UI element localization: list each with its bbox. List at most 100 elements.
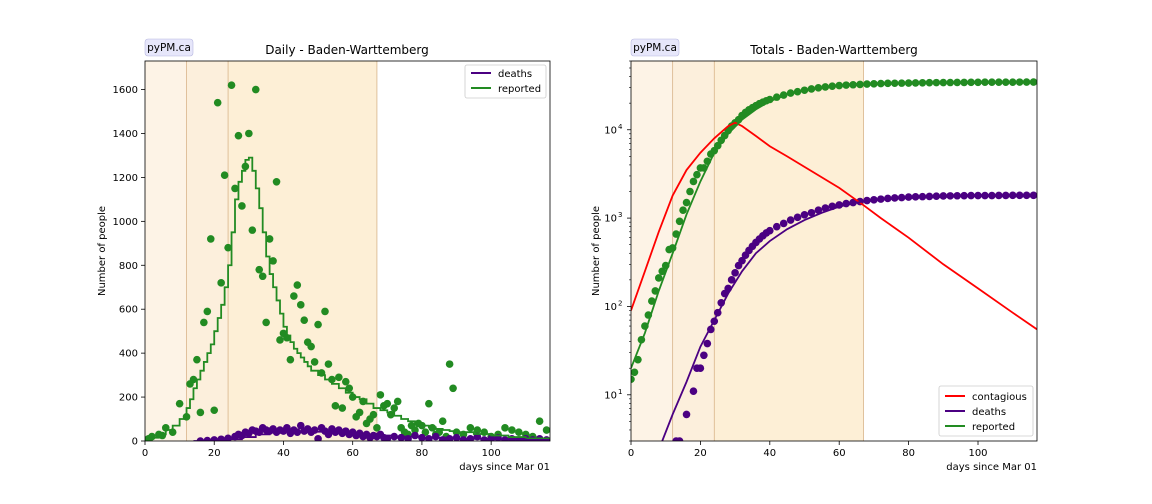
phase-shading [145, 61, 378, 441]
point-reported-points [258, 272, 267, 281]
point-deaths-points [682, 410, 691, 419]
badge-text: pyPM.ca [633, 42, 677, 54]
point-reported-points [231, 184, 239, 193]
x-ticks: 0 20 40 60 80 100 [142, 441, 501, 459]
plot-series [145, 81, 550, 441]
point-deaths [397, 433, 405, 441]
x-tick-label: 0 [628, 448, 634, 459]
point-reported-points [262, 318, 270, 327]
point-reported-points [449, 384, 457, 393]
point-reported-points [217, 279, 225, 287]
x-axis-label: days since Mar 01 [459, 462, 550, 473]
point-deaths-points [675, 437, 684, 441]
point-deaths-points [738, 256, 746, 265]
y-axis-label: Number of people [97, 206, 108, 296]
point-deaths-points [779, 219, 788, 228]
point-reported-points [693, 170, 701, 179]
legend: contagious deaths reported [938, 385, 1034, 437]
point-reported-points [341, 377, 350, 386]
point-deaths [314, 435, 322, 441]
point-reported-points [193, 355, 201, 364]
point-reported-points [224, 243, 232, 252]
y-tick-label: 0 [132, 437, 138, 448]
point-deaths [203, 436, 212, 441]
point-reported-points [679, 206, 687, 214]
point-reported-points [206, 235, 215, 243]
y-tick-label: 800 [119, 261, 138, 272]
point-reported-points [515, 428, 523, 437]
series-deaths [661, 194, 1037, 441]
point-reported-points [445, 360, 454, 368]
line-reported [145, 156, 550, 441]
point-reported-points [238, 202, 246, 210]
point-deaths [283, 424, 291, 432]
point-reported-points [203, 307, 212, 316]
x-tick-label: 100 [482, 448, 501, 459]
point-reported-points [658, 267, 667, 276]
point-reported-points [293, 281, 302, 289]
point-reported-points [425, 399, 433, 408]
point-deaths-points [807, 208, 816, 217]
point-reported-points [234, 131, 243, 140]
x-tick-label: 100 [968, 448, 987, 459]
point-deaths [310, 426, 319, 434]
line-contagious [631, 121, 1037, 331]
point-reported-points [272, 178, 281, 186]
point-deaths-points [786, 216, 795, 224]
point-reported-points [310, 358, 319, 366]
point-deaths [196, 437, 205, 441]
phase-band-1 [672, 61, 715, 441]
point-reported-points [535, 417, 544, 426]
point-deaths-points [689, 387, 698, 395]
series-reported [145, 156, 550, 441]
chart-title: Daily - Baden-Warttemberg [265, 43, 429, 57]
point-reported-points [220, 171, 229, 180]
point-reported-points [255, 265, 264, 274]
point-reported-points [251, 85, 260, 94]
point-reported-points [390, 404, 399, 412]
plot-frame [144, 60, 551, 442]
legend: deaths reported [464, 64, 547, 99]
point-reported-points [227, 81, 236, 89]
point-deaths [411, 431, 419, 440]
legend-label-reported: reported [498, 84, 541, 95]
point-reported-points [501, 424, 509, 432]
point-deaths-points [700, 351, 708, 360]
point-deaths [431, 432, 440, 441]
line-deaths [661, 194, 1037, 441]
y-tick-label: 10 [604, 390, 617, 401]
legend-label-deaths: deaths [498, 69, 532, 80]
point-deaths [217, 435, 225, 441]
x-tick-label: 0 [142, 448, 148, 459]
point-reported-points [466, 424, 475, 432]
x-tick-label: 60 [346, 448, 359, 459]
phase-band-0 [145, 61, 187, 441]
point-deaths-points [731, 269, 739, 277]
point-reported-points [335, 373, 343, 382]
y-tick-label: 1000 [113, 217, 138, 228]
point-deaths-points [727, 276, 736, 284]
point-reported-points [321, 307, 329, 316]
y-tick-exponent: 3 [618, 211, 622, 219]
point-reported-points [473, 426, 482, 434]
point-reported-points [175, 399, 184, 408]
point-reported-points [675, 217, 684, 226]
phase-band-2 [228, 61, 377, 441]
point-deaths [445, 435, 454, 441]
legend-label-deaths: deaths [972, 407, 1006, 418]
point-deaths [383, 435, 392, 441]
point-reported-points [355, 408, 364, 417]
y-tick-exponent: 2 [618, 299, 622, 307]
y-tick-label: 600 [119, 305, 138, 316]
point-reported-points [307, 342, 315, 351]
point-reported-points [338, 404, 347, 412]
chart-title: Totals - Baden-Warttemberg [749, 43, 917, 57]
point-reported-points [314, 320, 322, 329]
y-tick-label: 10 [604, 214, 617, 225]
point-reported-points [369, 410, 378, 419]
y-tick-label: 400 [119, 349, 138, 360]
x-tick-label: 20 [208, 448, 221, 459]
